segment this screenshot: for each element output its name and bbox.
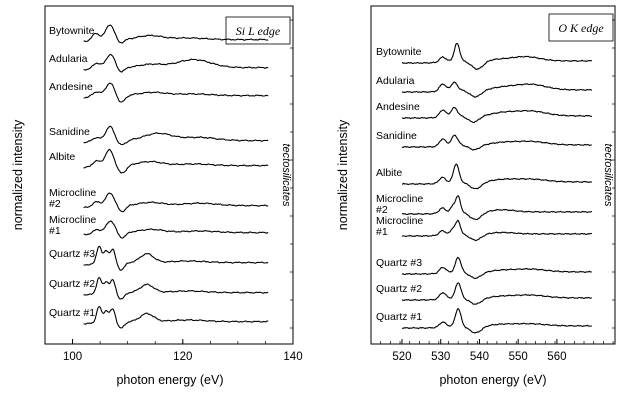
spectrum-line <box>83 245 269 271</box>
spectrum-line <box>401 308 593 334</box>
side-label: tectosilicates <box>280 144 292 207</box>
spectrum-line <box>401 282 592 305</box>
spectrum-label: #1 <box>376 226 388 238</box>
spectrum-line <box>83 305 269 329</box>
spectrum-label: Albite <box>376 167 402 179</box>
spectra <box>401 42 593 334</box>
spectrum-line <box>83 53 269 73</box>
x-tick-label: 540 <box>470 351 489 363</box>
spectrum-line <box>402 42 593 70</box>
plot-frame <box>370 5 616 345</box>
y-axis-label: normalized intensity <box>336 119 350 230</box>
spectrum-label: Bytownite <box>49 25 95 37</box>
legend-text: O K edge <box>558 21 604 35</box>
spectrum-label: Quartz #3 <box>376 257 422 269</box>
spectrum-label: Adularia <box>376 75 415 87</box>
spectrum-line <box>402 81 593 98</box>
spectrum-label: Quartz #2 <box>376 283 422 295</box>
o-k-edge-panel: normalized intensity photon energy (eV) … <box>336 5 616 387</box>
spectrum-label: #1 <box>49 225 61 237</box>
spectrum-line <box>83 220 269 239</box>
x-ticks: 100 120 140 <box>44 19 303 363</box>
spectrum-label: Quartz #1 <box>49 307 95 319</box>
x-tick-label: 530 <box>431 351 450 363</box>
spectrum-label: Microcline <box>49 214 96 226</box>
plot-frame <box>44 5 294 345</box>
spectrum-label: Microcline <box>376 215 423 227</box>
spectrum-line <box>83 24 269 44</box>
spectrum-labels: Bytownite Adularia Andesine Sanidine Albite M… <box>49 25 96 319</box>
spectrum-label: Quartz #3 <box>49 248 95 260</box>
x-axis-label: photon energy (eV) <box>116 373 223 387</box>
spectrum-label: Microcline <box>376 193 423 205</box>
spectrum-line <box>401 134 592 151</box>
side-label: tectosilicates <box>602 144 614 207</box>
spectrum-line <box>402 163 593 190</box>
spectrum-label: Andesine <box>49 81 93 93</box>
spectrum-line <box>83 192 269 213</box>
spectrum-label: Sanidine <box>376 130 417 142</box>
spectrum-line <box>401 219 592 242</box>
x-tick-label: 100 <box>63 351 82 363</box>
spectrum-line <box>83 148 269 174</box>
legend-text: Si L edge <box>236 24 281 38</box>
spectrum-label: Albite <box>49 151 75 163</box>
spectrum-label: Andesine <box>376 101 420 113</box>
x-tick-label: 550 <box>509 351 528 363</box>
spectrum-line <box>402 195 593 221</box>
spectrum-label: Adularia <box>49 53 88 65</box>
spectrum-label: Bytownite <box>376 46 422 58</box>
spectrum-line <box>402 106 592 124</box>
spectrum-labels: Bytownite Adularia Andesine Sanidine Albite M… <box>376 46 423 323</box>
spectrum-label: Quartz #2 <box>49 278 95 290</box>
spectrum-label: #2 <box>376 204 388 216</box>
spectrum-label: Quartz #1 <box>376 311 422 323</box>
spectrum-line <box>83 125 269 146</box>
x-axis-label: photon energy (eV) <box>439 373 546 387</box>
spectrum-line <box>83 277 269 300</box>
spectrum-label: Sanidine <box>49 126 90 138</box>
spectrum-line <box>83 82 269 103</box>
x-tick-label: 120 <box>173 351 192 363</box>
y-axis-label: normalized intensity <box>11 119 25 230</box>
x-ticks: 520 530 540 550 560 <box>370 19 615 363</box>
spectrum-label: #2 <box>49 198 61 210</box>
si-l-edge-panel: normalized intensity photon energy (eV) … <box>11 5 303 387</box>
legend-box <box>548 13 614 42</box>
spectra <box>83 24 269 329</box>
x-tick-label: 140 <box>283 351 302 363</box>
spectrum-label: Microcline <box>49 187 96 199</box>
x-tick-label: 520 <box>392 351 411 363</box>
x-tick-label: 560 <box>547 351 566 363</box>
spectrum-line <box>401 256 592 280</box>
